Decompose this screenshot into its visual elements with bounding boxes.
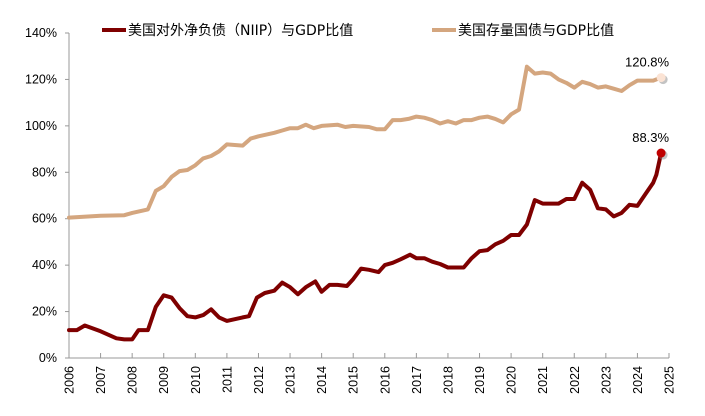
x-tick-label: 2017 [410, 366, 424, 394]
x-tick-label: 2014 [315, 366, 329, 394]
x-tick-label: 2006 [63, 366, 77, 394]
legend-label-niip: 美国对外净负债（NIIP）与GDP比值 [128, 23, 353, 39]
x-tick-label: 2024 [631, 366, 645, 394]
end-marker-niip [656, 148, 666, 158]
x-tick-label: 2019 [473, 366, 487, 394]
x-tick-label: 2020 [505, 366, 519, 394]
y-tick-label: 0% [39, 351, 57, 365]
y-tick-label: 20% [32, 305, 57, 319]
x-tick-label: 2016 [378, 366, 392, 394]
data-label-debt: 120.8% [625, 55, 670, 70]
x-tick-label: 2007 [94, 366, 108, 394]
y-tick-label: 120% [25, 72, 57, 86]
x-tick-label: 2025 [663, 366, 677, 394]
x-tick-label: 2011 [220, 366, 234, 393]
x-tick-label: 2008 [126, 366, 140, 394]
y-tick-label: 40% [32, 258, 57, 272]
series-line-niip [67, 151, 664, 342]
x-tick-label: 2021 [536, 366, 550, 394]
axes: 0% 20% 40% 60% 80% 100% 120% 140% 2006 2007 2008 20… [25, 26, 676, 394]
legend: 美国对外净负债（NIIP）与GDP比值 美国存量国债与GDP比值 [102, 23, 614, 39]
x-tick-label: 2022 [568, 366, 582, 394]
legend-label-debt: 美国存量国债与GDP比值 [458, 23, 614, 39]
y-tick-label: 100% [25, 119, 57, 133]
end-marker-debt [656, 73, 666, 83]
x-tick-label: 2018 [441, 366, 455, 394]
x-tick-label: 2010 [189, 366, 203, 394]
series-line-debt [67, 64, 664, 220]
y-tick-label: 60% [32, 212, 57, 226]
x-tick-label: 2023 [599, 366, 613, 394]
data-label-niip: 88.3% [632, 130, 669, 145]
x-tick-label: 2009 [157, 366, 171, 394]
series-lines: 120.8% 88.3% [67, 55, 670, 342]
x-tick-label: 2015 [347, 366, 361, 394]
x-tick-label: 2013 [284, 366, 298, 394]
y-tick-label: 80% [32, 165, 57, 179]
y-tick-label: 140% [25, 26, 57, 40]
x-tick-label: 2012 [252, 366, 266, 394]
